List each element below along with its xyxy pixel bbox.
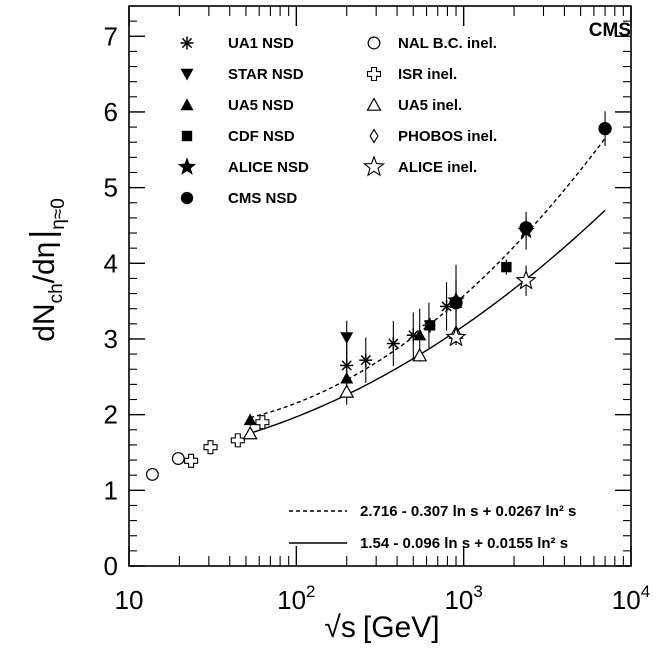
legend-entry-label: NAL B.C. inel. xyxy=(398,35,497,52)
y-tick-label: 0 xyxy=(104,551,118,581)
x-axis-title: √s [GeV] xyxy=(324,611,439,644)
legend-entry-label: ISR inel. xyxy=(398,66,457,83)
y-axis-sub-ch: ch xyxy=(46,283,67,303)
legend-marker xyxy=(181,130,193,142)
fit-legend: 2.716 - 0.307 ln s + 0.0267 ln² s 1.54 - … xyxy=(289,503,576,552)
x-axis-unit: [GeV] xyxy=(363,611,440,644)
x-tick-exponent: 2 xyxy=(306,582,315,601)
asterisk-stroke xyxy=(360,355,371,366)
data-point-cdf-nsd xyxy=(424,320,436,331)
data-point-ua5-inel xyxy=(339,384,355,398)
y-tick-label: 5 xyxy=(104,173,118,203)
fit-curve-inel xyxy=(249,209,606,434)
legend: UA1 NSD STAR NSD UA5 NSD CDF NSD ALICE NSD CM… xyxy=(177,35,497,207)
data-markers xyxy=(145,111,612,481)
data-point-cms-nsd xyxy=(449,295,463,310)
data-point-cms-nsd xyxy=(598,121,612,136)
legend-entry-label: UA5 NSD xyxy=(228,97,294,114)
x-tick-base: 10 xyxy=(277,585,306,615)
data-point-ua5-inel xyxy=(412,347,428,362)
legend-entry-label: UA5 inel. xyxy=(398,97,462,114)
x-tick-label: 10 xyxy=(115,585,144,615)
data-point-ua1-nsd xyxy=(386,337,400,351)
asterisk-stroke xyxy=(388,338,399,349)
data-point-cdf-nsd xyxy=(501,261,512,273)
data-point-ua5-nsd xyxy=(243,413,257,426)
y-axis-sub-eta: η≈0 xyxy=(48,198,69,230)
x-tick-label: 104 xyxy=(612,582,650,615)
y-tick-label: 3 xyxy=(104,324,118,354)
data-point-ua1-nsd xyxy=(359,353,373,367)
data-point-nal-b-c-inel xyxy=(145,467,159,481)
asterisk-stroke xyxy=(408,330,419,341)
y-tick-label: 1 xyxy=(104,475,118,505)
legend-marker xyxy=(180,68,194,81)
data-point-nal-b-c-inel xyxy=(171,452,185,465)
legend-entry-label: CDF NSD xyxy=(228,128,295,145)
legend-marker xyxy=(177,157,197,175)
legend-marker xyxy=(180,191,194,205)
legend-marker xyxy=(369,128,379,144)
fit-legend-label: 2.716 - 0.307 ln s + 0.0267 ln² s xyxy=(360,503,576,520)
data-point-cms-nsd xyxy=(519,221,533,235)
plot-frame xyxy=(128,5,632,567)
fit-legend-label: 1.54 - 0.096 ln s + 0.0155 ln² s xyxy=(360,535,568,552)
fit-curves xyxy=(249,137,606,434)
fit-curve-nsd xyxy=(250,137,606,419)
legend-entry-label: ALICE inel. xyxy=(398,159,477,176)
data-point-isr-inel xyxy=(255,415,270,430)
y-axis-bar: | xyxy=(24,230,62,239)
y-tick-label: 2 xyxy=(104,400,118,430)
legend-entry-label: UA1 NSD xyxy=(228,35,294,52)
x-axis-root: √s xyxy=(324,611,355,644)
legend-marker xyxy=(367,36,381,50)
y-tick-label: 4 xyxy=(104,248,118,278)
data-point-alice-inel xyxy=(515,269,537,290)
legend-entry-label: CMS NSD xyxy=(228,190,297,207)
data-point-isr-inel xyxy=(184,453,199,468)
legend-marker xyxy=(180,98,194,111)
legend-entry-label: STAR NSD xyxy=(228,66,304,83)
asterisk-stroke xyxy=(181,37,193,49)
x-tick-label: 102 xyxy=(277,582,315,615)
x-tick-base: 10 xyxy=(115,585,144,615)
x-tick-label: 103 xyxy=(444,582,482,615)
y-axis-title: dNch/dη |η≈0 xyxy=(24,198,69,342)
x-tick-exponent: 3 xyxy=(473,582,482,601)
legend-marker xyxy=(362,155,386,177)
x-tick-base: 10 xyxy=(444,585,473,615)
y-tick-label: 6 xyxy=(104,97,118,127)
y-axis-title-group: dNch/dη |η≈0 xyxy=(24,198,69,342)
y-axis-deta: /dη xyxy=(28,242,61,284)
legend-entry-label: PHOBOS inel. xyxy=(398,128,497,145)
legend-marker xyxy=(366,66,382,82)
y-tick-label: 7 xyxy=(104,21,118,51)
legend-marker xyxy=(180,36,194,50)
data-point-alice-inel xyxy=(445,326,467,347)
x-tick-exponent: 4 xyxy=(641,582,650,601)
data-point-ua5-inel xyxy=(242,425,258,440)
data-point-star-nsd xyxy=(340,332,354,344)
y-axis-dn: dN xyxy=(28,303,61,341)
data-point-isr-inel xyxy=(203,440,218,455)
legend-entry-label: ALICE NSD xyxy=(228,159,309,176)
data-point-ua5-nsd xyxy=(413,328,427,341)
data-point-ua5-nsd xyxy=(340,371,354,384)
x-tick-base: 10 xyxy=(612,585,641,615)
legend-marker xyxy=(366,97,382,111)
data-point-isr-inel xyxy=(230,433,245,448)
experiment-badge: CMS xyxy=(589,20,631,41)
